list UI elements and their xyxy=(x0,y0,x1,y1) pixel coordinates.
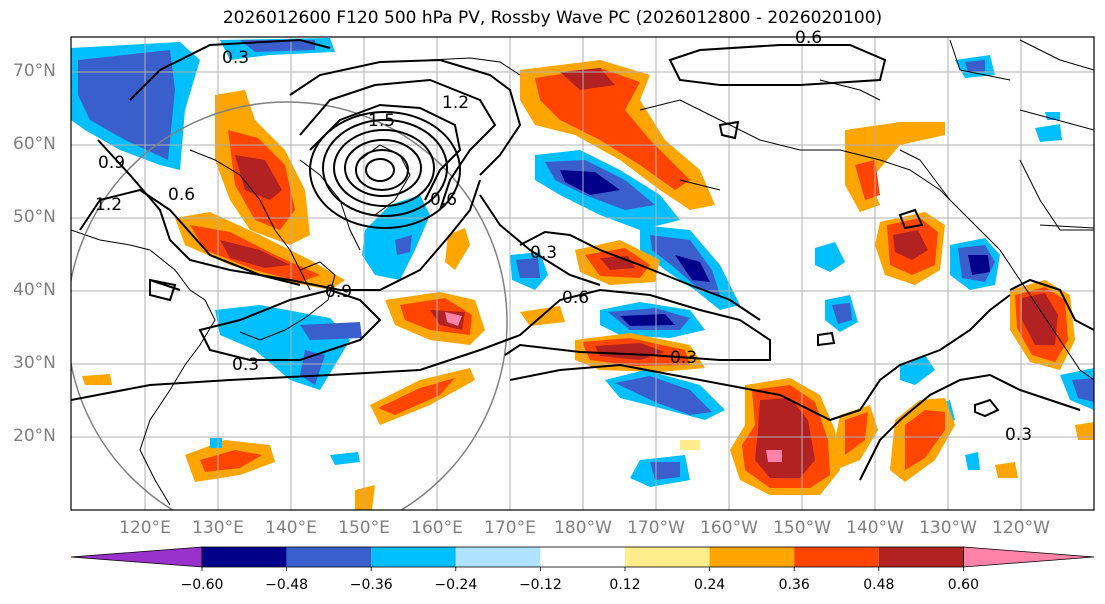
coastlines xyxy=(71,39,1094,506)
contour-label: 1.2 xyxy=(95,195,122,215)
colorbar-segment xyxy=(625,547,710,567)
colorbar-min-extension xyxy=(70,546,203,568)
lat-label: 60°N xyxy=(13,134,56,154)
contour-label: 0.3 xyxy=(222,48,249,68)
contour-label: 0.3 xyxy=(232,355,259,375)
contour-label: 0.6 xyxy=(562,288,589,308)
colorbar-tick-label: 0.48 xyxy=(863,577,895,593)
graticule xyxy=(71,37,1094,510)
contour-label: 0.6 xyxy=(795,28,822,48)
contour-label: 0.3 xyxy=(530,243,557,263)
colorbar-segment xyxy=(540,547,625,567)
colorbar-segment xyxy=(878,547,964,567)
lat-label: 50°N xyxy=(13,207,56,227)
contour-label: 1.2 xyxy=(442,93,469,113)
lon-label: 150°W xyxy=(773,518,831,538)
contour-label: 0.6 xyxy=(168,185,195,205)
lon-label: 130°W xyxy=(919,518,977,538)
lon-label: 170°W xyxy=(627,518,685,538)
colorbar-tick-label: 0.24 xyxy=(694,577,726,593)
colorbar-segment xyxy=(202,547,287,567)
lon-label: 150°E xyxy=(338,518,390,538)
colorbar-segment xyxy=(371,547,456,567)
colorbar-segment xyxy=(709,547,795,567)
colorbar-segment xyxy=(286,547,372,567)
colorbar xyxy=(70,546,1095,571)
colorbar-tick-label: −0.60 xyxy=(180,577,224,593)
contour-label: 0.9 xyxy=(325,282,352,302)
colorbar-tick-label: −0.48 xyxy=(265,577,309,593)
contour-label: 1.5 xyxy=(368,111,395,131)
colorbar-tick-label: 0.60 xyxy=(947,577,979,593)
lon-label: 170°E xyxy=(484,518,536,538)
reference-circle xyxy=(71,101,508,510)
lon-label: 140°E xyxy=(265,518,317,538)
pv-anomaly-fills xyxy=(71,38,1094,510)
lon-label: 130°E xyxy=(192,518,244,538)
colorbar-segment xyxy=(794,547,879,567)
colorbar-segment xyxy=(455,547,541,567)
contour-label: 0.6 xyxy=(430,190,457,210)
lat-label: 40°N xyxy=(13,280,56,300)
colorbar-tick-label: −0.24 xyxy=(434,577,478,593)
contour-label: 0.3 xyxy=(670,348,697,368)
pv-contours xyxy=(71,38,1094,481)
lon-label: 120°E xyxy=(119,518,171,538)
lon-label: 160°E xyxy=(411,518,463,538)
lon-label: 180°W xyxy=(554,518,612,538)
colorbar-tick-label: −0.36 xyxy=(349,577,393,593)
colorbar-tick-label: 0.12 xyxy=(609,577,641,593)
map-title: 2026012600 F120 500 hPa PV, Rossby Wave … xyxy=(222,8,883,28)
lon-label: 140°W xyxy=(846,518,904,538)
map-frame xyxy=(70,36,1095,511)
colorbar-tick-label: 0.36 xyxy=(778,577,810,593)
lat-label: 70°N xyxy=(13,61,56,81)
lon-label: 160°W xyxy=(700,518,758,538)
lat-label: 20°N xyxy=(13,426,56,446)
lon-label: 120°W xyxy=(992,518,1050,538)
contour-label: 0.3 xyxy=(1005,425,1032,445)
colorbar-max-extension xyxy=(963,546,1095,568)
contour-label: 0.9 xyxy=(98,153,125,173)
lat-label: 30°N xyxy=(13,353,56,373)
contour-labels: 0.3 1.2 1.5 0.9 1.2 0.6 0.9 0.6 0.3 0.6 … xyxy=(95,28,1032,445)
colorbar-tick-label: −0.12 xyxy=(518,577,562,593)
